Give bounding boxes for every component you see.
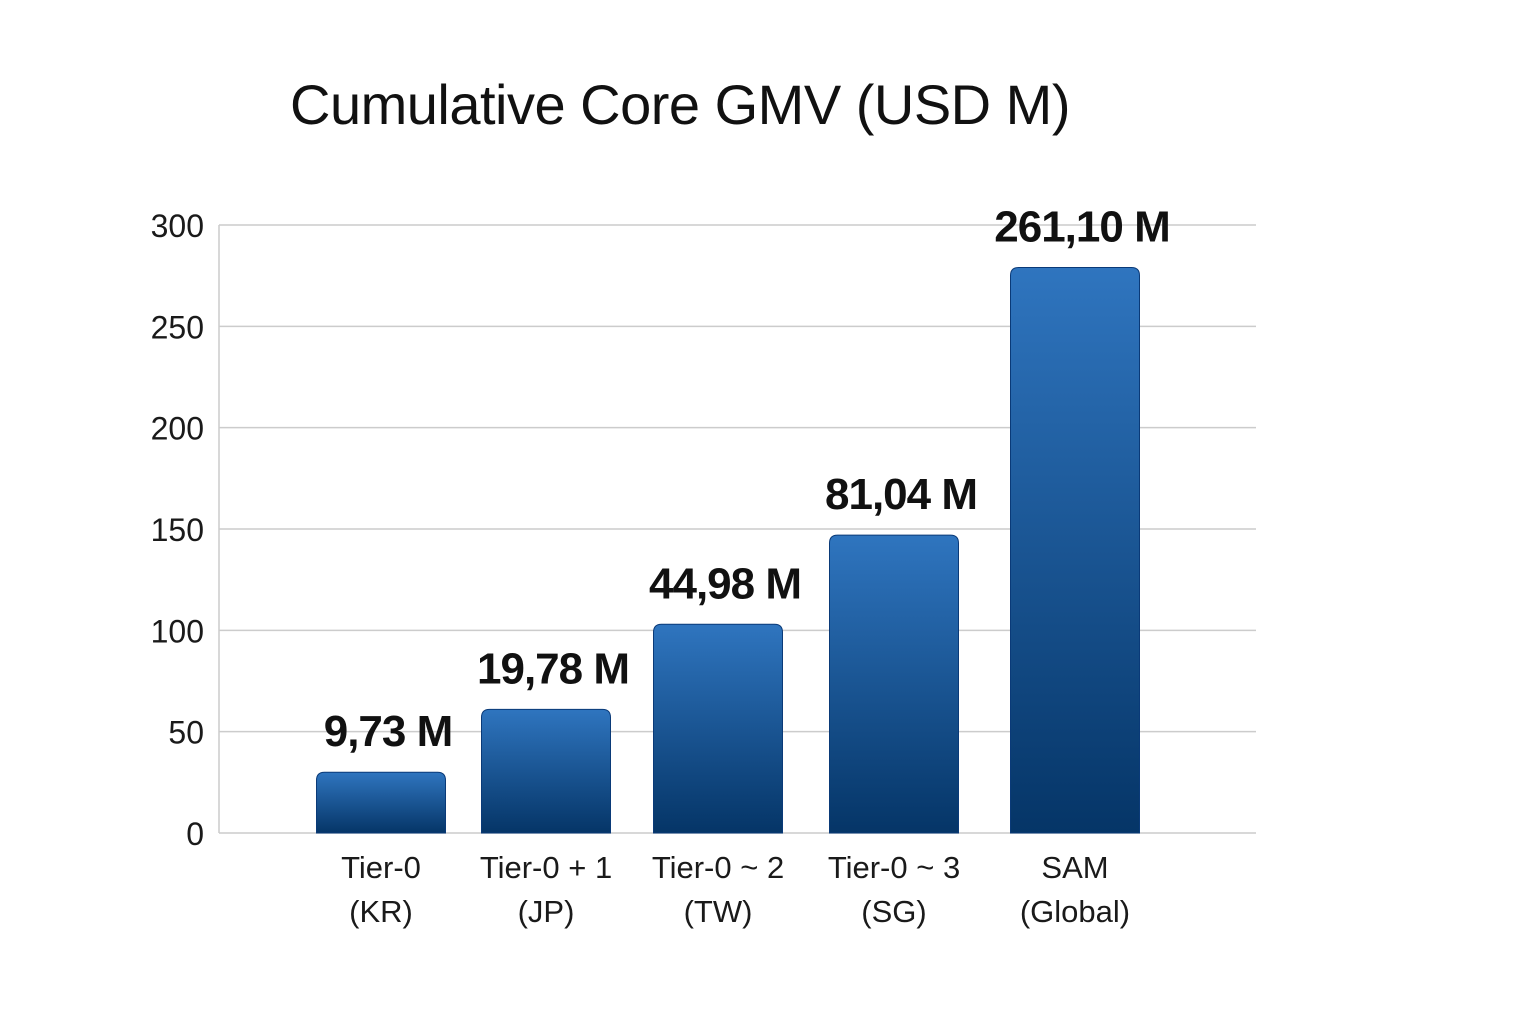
y-tick-label: 200 [151,411,204,447]
y-tick-label: 50 [168,715,204,751]
chart-title: Cumulative Core GMV (USD M) [290,73,1070,136]
bar [829,534,959,834]
bar [316,771,446,834]
data-label: 19,78 M [477,644,629,693]
data-label: 44,98 M [649,559,801,608]
bar [1010,267,1140,834]
x-tick-sublabel: (SG) [861,894,926,929]
x-tick-sublabel: (JP) [518,894,575,929]
x-tick-label: SAM [1041,850,1108,885]
x-tick-label: Tier-0 + 1 [480,850,612,885]
y-tick-label: 150 [151,512,204,548]
x-tick-label: Tier-0 [341,850,421,885]
x-tick-label: Tier-0 ~ 3 [828,850,960,885]
bar [481,708,611,834]
bar [653,623,783,834]
data-label: 261,10 M [994,203,1169,252]
data-label: 81,04 M [825,470,977,519]
x-tick-sublabel: (Global) [1020,894,1130,929]
x-tick-label: Tier-0 ~ 2 [652,850,784,885]
y-tick-label: 250 [151,309,204,345]
data-label: 9,73 M [324,707,453,756]
y-tick-label: 0 [186,816,204,852]
x-tick-sublabel: (TW) [684,894,753,929]
y-tick-label: 100 [151,613,204,649]
y-tick-label: 300 [151,208,204,244]
x-tick-sublabel: (KR) [349,894,413,929]
